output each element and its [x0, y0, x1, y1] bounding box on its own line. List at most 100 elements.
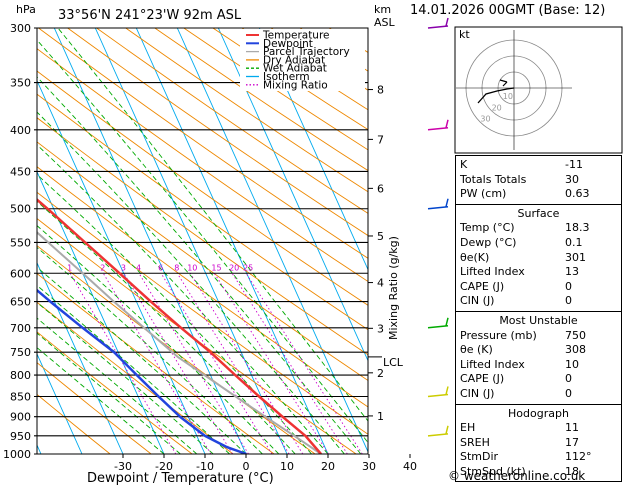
temperature-tick-label: 40: [403, 460, 417, 473]
index-label: SREH: [460, 435, 490, 449]
index-label: CAPE (J): [460, 372, 505, 386]
surface-row: Dewp (°C) 0.1: [460, 236, 617, 251]
parcel-trajectory-line: [37, 231, 322, 454]
isotherm-line: [37, 261, 124, 454]
indices-panel: K -11 Totals Totals 30 PW (cm) 0.63 Surface…: [455, 155, 622, 483]
surface-row: θe(K) 301: [460, 251, 617, 266]
temperature-tick-label: 20: [321, 460, 335, 473]
isotherm-line: [37, 79, 206, 454]
location-title: 33°56'N 241°23'W 92m ASL: [58, 8, 242, 23]
altitude-axis: 1 2 3 4 5 6 7 8: [368, 84, 384, 423]
mu-row: Lifted Index 10: [460, 358, 617, 373]
mu-row: CAPE (J) 0: [460, 372, 617, 387]
dry-adiabat-line: [37, 393, 111, 454]
pressure-tick-label: 1000: [3, 448, 31, 461]
km-label: km: [374, 3, 391, 16]
mixing-ratio-line: [138, 273, 249, 454]
mixing-ratio-tick-label: 2: [100, 263, 105, 272]
wet-adiabat-line: [37, 200, 296, 454]
index-label: Lifted Index: [460, 265, 525, 279]
wet-adiabat-line: [37, 301, 214, 454]
hodograph-title: Hodograph: [508, 406, 569, 420]
index-value: 0.1: [565, 235, 583, 249]
isotherm-line: [258, 28, 368, 271]
wet-adiabat-line: [37, 332, 181, 454]
altitude-tick-label: 2: [377, 367, 384, 380]
index-value: 301: [565, 250, 586, 264]
index-value: 30: [565, 172, 579, 186]
altitude-tick-label: 5: [377, 230, 384, 243]
dry-adiabat-line: [67, 28, 368, 237]
isotherm-line: [217, 28, 368, 362]
index-value: 112°: [565, 450, 592, 464]
altitude-tick-label: 1: [377, 410, 384, 423]
dry-adiabat-line: [37, 272, 275, 454]
pressure-tick-label: 950: [10, 430, 31, 443]
wind-barb-icon: [427, 25, 449, 29]
asl-label: ASL: [374, 16, 396, 29]
mixing-ratio-tick-label: 10: [187, 263, 197, 272]
wind-barb-icon: [445, 119, 449, 128]
index-label: Lifted Index: [460, 357, 525, 371]
temperature-tick-label: 0: [243, 460, 250, 473]
mu-row: θe (K) 308: [460, 343, 617, 358]
plot-frame: [36, 27, 369, 455]
wind-barb-icon: [445, 198, 449, 207]
hodograph-frame: [454, 26, 623, 154]
dry-adiabat-line: [37, 331, 193, 454]
index-row-pw: PW (cm) 0.63: [460, 187, 617, 202]
index-label: CIN (J): [460, 294, 495, 308]
surface-row: CIN (J) 0: [460, 294, 617, 309]
temperature-axis: -30 -20 -10 0 10 20 30 40: [114, 454, 417, 473]
wind-barb-icon: [427, 393, 449, 398]
legend-label: Mixing Ratio: [263, 79, 328, 91]
dry-adiabat-line: [125, 28, 368, 193]
hodograph-ring-label: 30: [480, 115, 490, 124]
wet-adiabat-line: [37, 347, 165, 454]
isotherm-line: [37, 352, 83, 454]
surface-row: Temp (°C) 18.3: [460, 221, 617, 236]
dry-adiabat-line: [96, 28, 368, 214]
wet-adiabat-line: [37, 284, 230, 454]
mixing-ratio-tick-label: 6: [158, 263, 163, 272]
hodo-row: StmSpd (kt) 18: [460, 465, 617, 480]
wind-barb-icon: [427, 205, 449, 210]
mixing-ratio-tick-label: 8: [174, 263, 179, 272]
dry-adiabat-line: [37, 117, 368, 356]
altitude-tick-label: 7: [377, 133, 384, 146]
index-value: 13: [565, 265, 579, 279]
wind-barb-icon: [445, 317, 449, 326]
hodograph-indices-box: Hodograph EH 11 SREH 17 StmDir 112° StmSpd …: [455, 404, 622, 483]
dry-adiabat-line: [37, 362, 152, 454]
pressure-tick-label: 700: [10, 322, 31, 335]
isotherm-line: [94, 28, 288, 454]
mixing-ratio-line: [102, 273, 212, 454]
mixing-ratio-line: [176, 273, 290, 454]
dry-adiabat-line: [154, 28, 368, 172]
temperature-line: [37, 198, 322, 454]
altitude-tick-label: 6: [377, 182, 384, 195]
dry-adiabat-line: [37, 191, 368, 435]
index-label: StmDir: [460, 450, 499, 464]
hodograph-ring-label: 20: [492, 103, 502, 112]
hpa-label: hPa: [16, 3, 36, 16]
index-label: Pressure (mb): [460, 328, 537, 342]
legend-label: Dewpoint: [263, 38, 313, 50]
legend-label: Parcel Trajectory: [263, 46, 350, 58]
pressure-tick-label: 550: [10, 236, 31, 249]
mixing-ratio-tick-label: 20: [229, 263, 239, 272]
hodograph-unit: kt: [459, 28, 470, 41]
mixing-ratio-line: [214, 273, 329, 454]
index-value: 0: [565, 372, 572, 386]
general-indices-box: K -11 Totals Totals 30 PW (cm) 0.63: [455, 155, 622, 205]
wind-barb-icon: [427, 325, 449, 329]
index-label: Temp (°C): [460, 221, 515, 235]
wet-adiabat-line: [37, 317, 198, 454]
index-label: EH: [460, 421, 476, 435]
wind-barbs: [427, 17, 449, 437]
pressure-tick-label: 900: [10, 411, 31, 424]
dry-adiabat-line: [37, 48, 368, 283]
dry-adiabat-line: [38, 28, 368, 259]
